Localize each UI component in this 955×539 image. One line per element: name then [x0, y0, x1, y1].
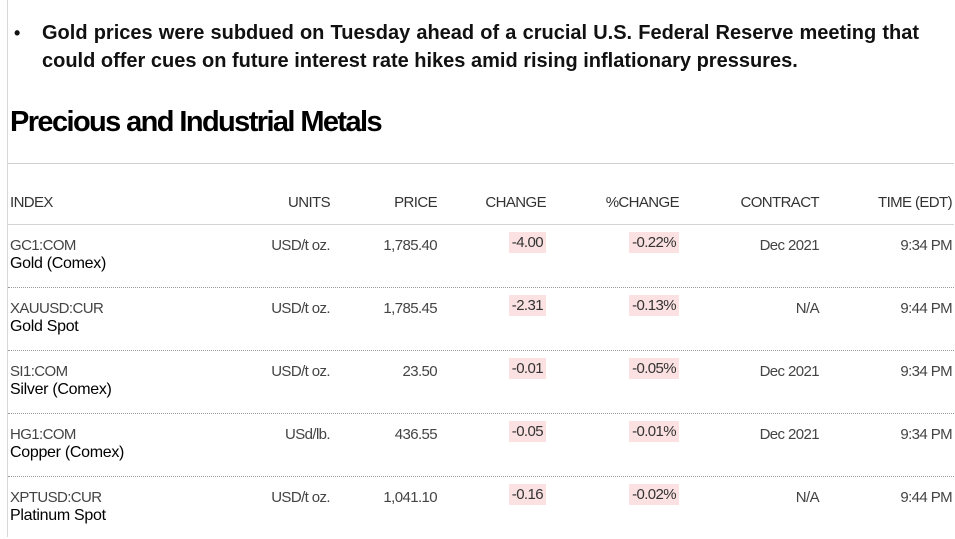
- pct-change-value: -0.13%: [629, 295, 679, 316]
- metals-table: INDEX UNITS PRICE CHANGE %CHANGE CONTRAC…: [8, 163, 954, 539]
- contract-cell: Dec 2021: [759, 363, 820, 380]
- column-header-change[interactable]: CHANGE: [485, 194, 546, 211]
- bullet-text: Gold prices were subdued on Tuesday ahea…: [42, 22, 919, 72]
- price-cell: 23.50: [402, 363, 437, 380]
- pct-change-value: -0.01%: [629, 421, 679, 442]
- time-cell: 9:34 PM: [900, 363, 952, 380]
- time-cell: 9:44 PM: [900, 489, 952, 506]
- change-cell: -0.05: [508, 421, 546, 442]
- left-border-rule: [7, 0, 8, 537]
- pct-change-cell: -0.22%: [629, 232, 679, 253]
- units-cell: USd/lb.: [285, 426, 331, 443]
- ticker-symbol[interactable]: SI1:COM: [10, 363, 68, 380]
- table-body: GC1:COM Gold (Comex) USD/t oz. 1,785.40 -4.0…: [8, 225, 954, 539]
- price-cell: 1,785.45: [383, 300, 437, 317]
- pct-change-cell: -0.01%: [629, 421, 679, 442]
- time-cell: 9:34 PM: [900, 426, 952, 443]
- ticker-symbol[interactable]: XPTUSD:CUR: [10, 489, 102, 506]
- price-cell: 436.55: [394, 426, 438, 443]
- change-value: -0.16: [508, 484, 546, 505]
- instrument-name[interactable]: Platinum Spot: [10, 507, 106, 524]
- change-value: -4.00: [508, 232, 546, 253]
- pct-change-value: -0.05%: [629, 358, 679, 379]
- index-cell: HG1:COM Copper (Comex): [10, 426, 124, 462]
- pct-change-value: -0.02%: [629, 484, 679, 505]
- time-cell: 9:34 PM: [900, 237, 952, 254]
- table-row[interactable]: XPTUSD:CUR Platinum Spot USD/t oz. 1,041.10…: [8, 477, 954, 539]
- change-value: -0.05: [508, 421, 546, 442]
- instrument-name[interactable]: Copper (Comex): [10, 444, 125, 461]
- index-cell: SI1:COM Silver (Comex): [10, 363, 112, 399]
- contract-cell: N/A: [795, 300, 820, 317]
- change-cell: -2.31: [508, 295, 546, 316]
- ticker-symbol[interactable]: HG1:COM: [10, 426, 76, 443]
- column-header-pct-change[interactable]: %CHANGE: [605, 194, 680, 211]
- contract-cell: Dec 2021: [759, 237, 820, 254]
- ticker-symbol[interactable]: XAUUSD:CUR: [10, 300, 104, 317]
- units-cell: USD/t oz.: [271, 489, 330, 506]
- change-value: -0.01: [508, 358, 546, 379]
- pct-change-value: -0.22%: [629, 232, 679, 253]
- index-cell: GC1:COM Gold (Comex): [10, 237, 106, 273]
- instrument-name[interactable]: Gold (Comex): [10, 255, 106, 272]
- change-cell: -0.01: [508, 358, 546, 379]
- section-title: Precious and Industrial Metals: [10, 106, 383, 138]
- instrument-name[interactable]: Gold Spot: [10, 318, 79, 335]
- table-header-row: INDEX UNITS PRICE CHANGE %CHANGE CONTRAC…: [8, 164, 954, 225]
- column-header-contract[interactable]: CONTRACT: [740, 194, 819, 211]
- column-header-price[interactable]: PRICE: [394, 194, 437, 211]
- pct-change-cell: -0.02%: [629, 484, 679, 505]
- units-cell: USD/t oz.: [271, 237, 330, 254]
- index-cell: XAUUSD:CUR Gold Spot: [10, 300, 104, 336]
- units-cell: USD/t oz.: [271, 363, 330, 380]
- units-cell: USD/t oz.: [271, 300, 330, 317]
- price-cell: 1,785.40: [383, 237, 437, 254]
- change-value: -2.31: [508, 295, 546, 316]
- bullet-point: • Gold prices were subdued on Tuesday ah…: [14, 19, 919, 75]
- instrument-name[interactable]: Silver (Comex): [10, 381, 112, 398]
- ticker-symbol[interactable]: GC1:COM: [10, 237, 76, 254]
- table-row[interactable]: SI1:COM Silver (Comex) USD/t oz. 23.50 -0.01…: [8, 351, 954, 414]
- table-row[interactable]: GC1:COM Gold (Comex) USD/t oz. 1,785.40 -4.0…: [8, 225, 954, 288]
- pct-change-cell: -0.13%: [629, 295, 679, 316]
- contract-cell: Dec 2021: [759, 426, 820, 443]
- table-row[interactable]: HG1:COM Copper (Comex) USd/lb. 436.55 -0.05 -…: [8, 414, 954, 477]
- bullet-marker: •: [14, 23, 21, 43]
- pct-change-cell: -0.05%: [629, 358, 679, 379]
- contract-cell: N/A: [795, 489, 820, 506]
- change-cell: -4.00: [508, 232, 546, 253]
- column-header-index[interactable]: INDEX: [10, 194, 53, 211]
- change-cell: -0.16: [508, 484, 546, 505]
- price-cell: 1,041.10: [383, 489, 437, 506]
- time-cell: 9:44 PM: [900, 300, 952, 317]
- column-header-time[interactable]: TIME (EDT): [878, 194, 953, 211]
- index-cell: XPTUSD:CUR Platinum Spot: [10, 489, 106, 525]
- column-header-units[interactable]: UNITS: [287, 194, 331, 211]
- table-row[interactable]: XAUUSD:CUR Gold Spot USD/t oz. 1,785.45 -2.3…: [8, 288, 954, 351]
